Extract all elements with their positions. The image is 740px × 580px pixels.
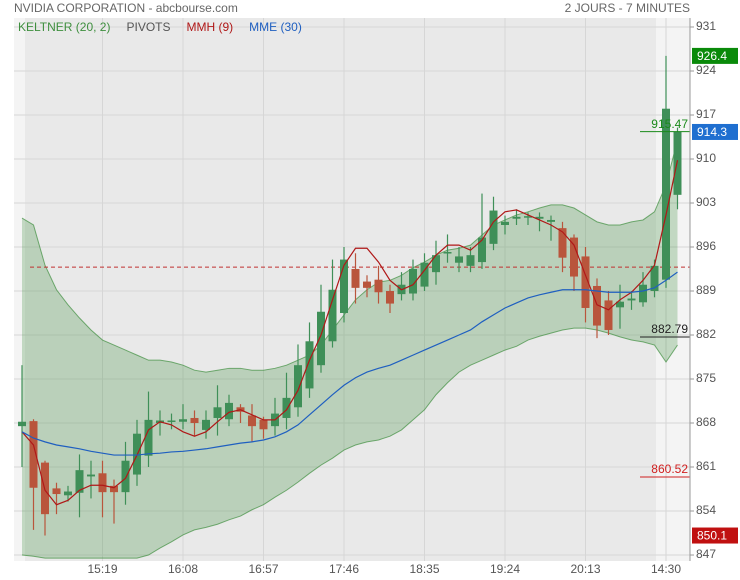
candle-body xyxy=(386,291,394,304)
legend-entry: PIVOTS xyxy=(126,20,170,34)
candle-body xyxy=(144,419,153,456)
candle-body xyxy=(558,228,567,258)
candle-body xyxy=(259,419,268,430)
candle-body xyxy=(110,485,118,493)
keltner-band xyxy=(22,140,678,559)
candle-body xyxy=(604,300,613,330)
legend-entry: MME (30) xyxy=(249,20,302,34)
y-tick-label: 917 xyxy=(696,107,716,121)
candle-body xyxy=(213,407,222,418)
candle-body xyxy=(98,473,107,493)
y-tick-label: 861 xyxy=(696,459,716,473)
y-tick-label: 903 xyxy=(696,195,716,209)
x-tick-label: 17:46 xyxy=(329,562,359,576)
candle-body xyxy=(202,419,210,430)
candle-body xyxy=(501,221,509,225)
legend: KELTNER (20, 2) PIVOTS MMH (9) MME (30) xyxy=(18,20,302,34)
y-tick-label: 924 xyxy=(696,63,716,77)
candle-body xyxy=(340,259,348,314)
candle-body xyxy=(593,285,601,326)
y-tick-label: 931 xyxy=(696,19,716,33)
candle-body xyxy=(225,402,233,420)
price-marker xyxy=(692,47,738,64)
candle-body xyxy=(294,365,302,408)
chart-title: NVIDIA CORPORATION - abcbourse.com xyxy=(14,1,238,15)
candle-body xyxy=(351,268,360,288)
candle-body xyxy=(420,262,429,287)
y-tick-label: 889 xyxy=(696,283,716,297)
x-tick-label: 14:30 xyxy=(651,562,681,576)
y-tick-label: 875 xyxy=(696,371,716,385)
y-tick-label: 882 xyxy=(696,327,716,341)
x-tick-label: 16:08 xyxy=(168,562,198,576)
pivot-label: 882.79 xyxy=(651,322,688,336)
candle-body xyxy=(305,341,314,389)
pivot-label: 860.52 xyxy=(651,462,688,476)
y-tick-label: 896 xyxy=(696,239,716,253)
candle-body xyxy=(282,397,291,418)
candle-body xyxy=(616,301,624,308)
candle-body xyxy=(64,491,72,496)
x-tick-label: 19:24 xyxy=(490,562,520,576)
candle-body xyxy=(535,216,544,219)
candle-body xyxy=(432,255,440,273)
price-marker xyxy=(692,123,738,140)
candle-body xyxy=(443,252,452,254)
candle-body xyxy=(650,265,659,291)
candle-body xyxy=(409,268,417,294)
candle-body xyxy=(374,279,383,293)
candle-body xyxy=(639,284,647,303)
price-marker-label: 914.3 xyxy=(697,125,727,139)
x-tick-label: 20:13 xyxy=(570,562,600,576)
ma-line xyxy=(21,271,678,456)
pivot-label: 915.47 xyxy=(651,117,688,131)
candle-body xyxy=(547,219,555,222)
candle-body xyxy=(121,460,130,493)
candle-body xyxy=(18,421,26,427)
candle-body xyxy=(167,420,176,422)
candle-body xyxy=(524,216,532,218)
candle-body xyxy=(75,470,84,493)
y-tick-label: 910 xyxy=(696,151,716,165)
legend-entry: KELTNER (20, 2) xyxy=(18,20,110,34)
candle-body xyxy=(455,256,463,263)
marks: 915.47 882.79 860.52 xyxy=(18,55,690,559)
candle-body xyxy=(627,298,636,301)
candle-body xyxy=(317,311,325,366)
x-tick-label: 18:35 xyxy=(409,562,439,576)
candle-body xyxy=(673,131,682,195)
y-tick-label: 847 xyxy=(696,547,716,561)
candle-body xyxy=(512,216,521,219)
y-tick-label: 868 xyxy=(696,415,716,429)
candle-body xyxy=(489,210,498,244)
candle-body xyxy=(478,237,486,263)
ma-line xyxy=(21,160,679,506)
y-tick-label: 854 xyxy=(696,503,716,517)
chart-subtitle: 2 JOURS - 7 MINUTES xyxy=(565,1,690,15)
candle-body xyxy=(87,474,95,477)
legend-entry: MMH (9) xyxy=(187,20,234,34)
candle-body xyxy=(466,255,475,266)
price-marker-label: 850.1 xyxy=(697,529,727,543)
candle-body xyxy=(190,417,199,424)
candle-body xyxy=(328,289,337,342)
keltner-upper xyxy=(21,140,678,373)
x-tick-label: 16:57 xyxy=(248,562,278,576)
x-tick-label: 15:19 xyxy=(87,562,117,576)
candle-body xyxy=(570,237,578,277)
candle-body xyxy=(52,488,61,495)
keltner-lower xyxy=(21,327,678,559)
candle-body xyxy=(581,256,590,308)
candle-body xyxy=(363,281,371,288)
candle-body xyxy=(29,421,38,488)
price-marker xyxy=(692,527,738,544)
candle-body xyxy=(248,415,256,427)
grid xyxy=(14,18,690,561)
candle-body xyxy=(662,108,670,280)
price-marker-label: 926.4 xyxy=(697,49,727,63)
candle-body xyxy=(179,419,187,422)
